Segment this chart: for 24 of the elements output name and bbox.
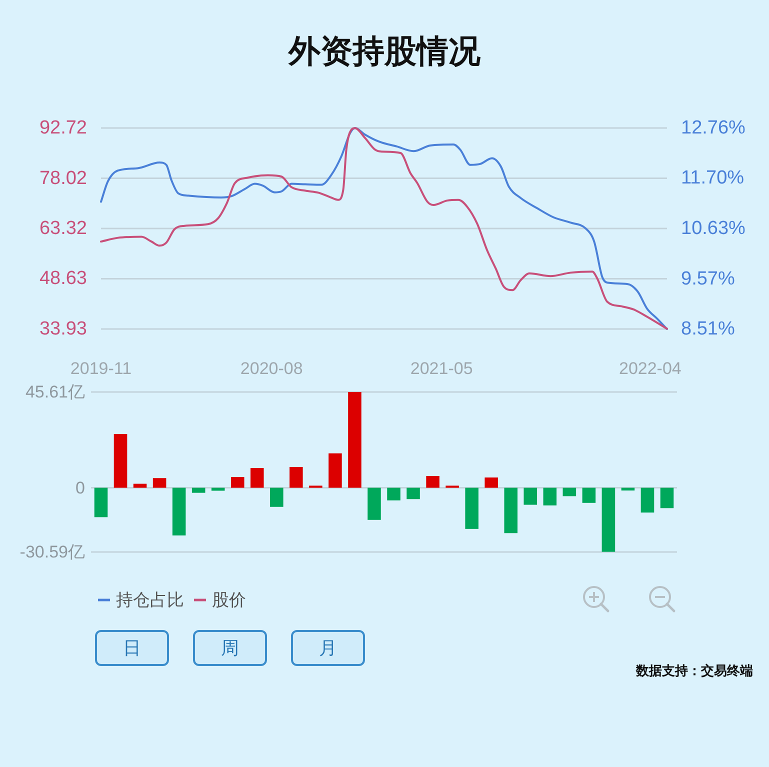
y2-tick-label: 8.51% bbox=[681, 318, 735, 340]
button-label: 周 bbox=[221, 638, 239, 658]
x-tick-label: 2021-05 bbox=[410, 359, 473, 378]
y-tick-label: 78.02 bbox=[39, 168, 87, 189]
y2-tick-label: 9.57% bbox=[681, 268, 735, 290]
y-tick-label: 45.61亿 bbox=[25, 382, 85, 402]
x-tick-label: 2020-08 bbox=[240, 359, 303, 378]
title: 外资持股情况 bbox=[288, 33, 480, 69]
y-tick-label: 0 bbox=[76, 478, 85, 498]
legend-label: 持仓占比 bbox=[116, 590, 184, 610]
button-label: 月 bbox=[319, 638, 337, 658]
y-tick-label: 92.72 bbox=[39, 118, 87, 138]
legend-label: 股价 bbox=[212, 590, 246, 610]
button-label: 日 bbox=[123, 638, 141, 658]
y-tick-label: 33.93 bbox=[39, 318, 87, 340]
x-tick-label: 2019-11 bbox=[70, 359, 132, 378]
y-tick-label: 63.32 bbox=[39, 218, 87, 240]
y-tick-label: -30.59亿 bbox=[20, 542, 85, 562]
y2-tick-label: 10.63% bbox=[681, 218, 746, 240]
y2-tick-label: 11.70% bbox=[681, 168, 744, 189]
note: 数据支持：交易终端 bbox=[636, 663, 753, 678]
y2-tick-label: 12.76% bbox=[681, 118, 746, 138]
x-tick-label: 2022-04 bbox=[619, 359, 682, 378]
y-tick-label: 48.63 bbox=[39, 268, 87, 290]
